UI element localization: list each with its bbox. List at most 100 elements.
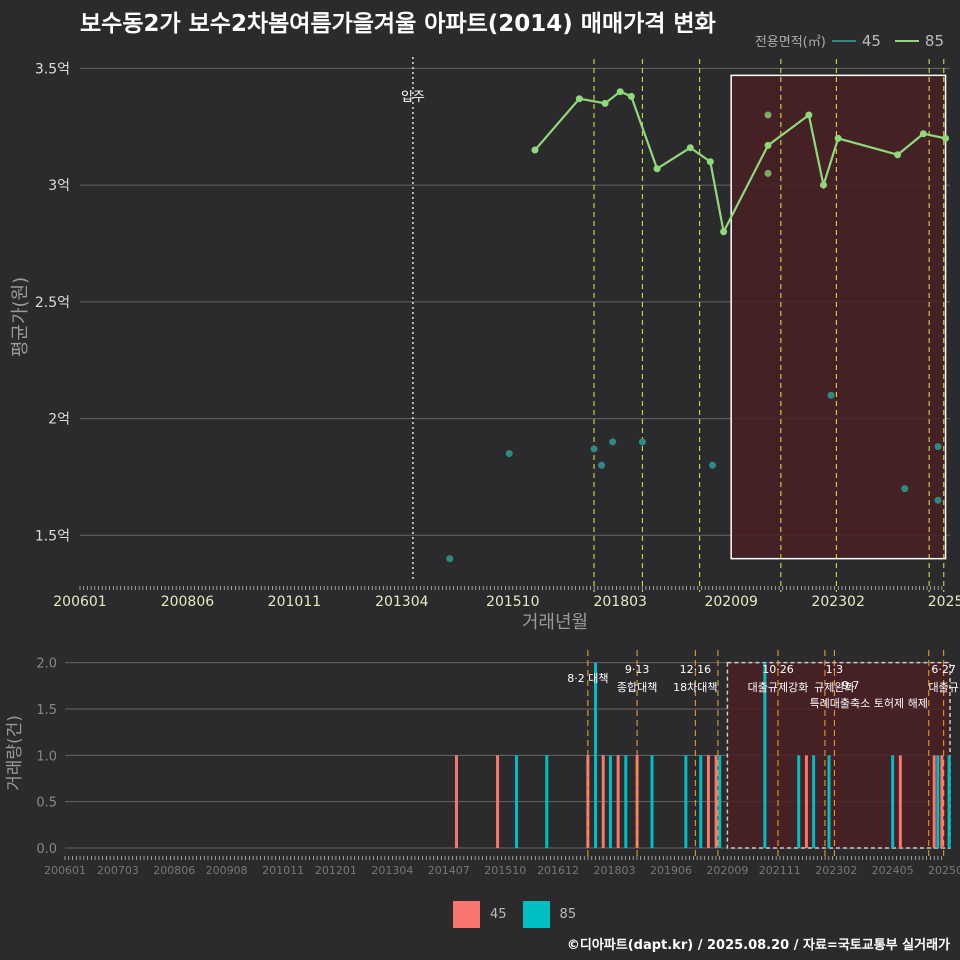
series-85-point (720, 228, 728, 236)
legend-box-45 (453, 901, 480, 928)
legend-label-85: 85 (924, 31, 944, 50)
bar-85 (594, 662, 598, 848)
series-45-point (638, 438, 646, 446)
series-85-point (894, 151, 902, 159)
bar-85 (891, 755, 895, 848)
bar-45 (714, 755, 718, 848)
series-45-point (901, 485, 909, 493)
series-85-point (919, 130, 927, 138)
credit: ©디아파트(dapt.kr) / 2025.08.20 / 자료=국토교통부 실… (566, 938, 950, 953)
bar-85 (699, 755, 703, 848)
x-tick-label: 201304 (371, 864, 413, 877)
legend-top: 전용면적(㎡) 45 85 (754, 31, 952, 51)
x-tick-label: 201011 (268, 594, 321, 610)
x-tick-label: 201906 (650, 864, 692, 877)
x-tick-label: 201011 (262, 864, 304, 877)
legend-title: 전용면적(㎡) (754, 35, 826, 50)
bar-85 (812, 755, 816, 848)
x-tick-label: 201407 (428, 864, 470, 877)
y-tick-label: 1.5억 (35, 528, 70, 544)
x-tick-label: 200703 (97, 864, 139, 877)
bar-85 (608, 755, 612, 848)
y-axis-title: 거래량(건) (5, 715, 25, 791)
x-tick-label: 201510 (484, 864, 526, 877)
legend-box-85 (522, 901, 550, 928)
series-85-point (764, 141, 772, 149)
bar-45 (706, 755, 710, 848)
policy-name-label: 대출규 (928, 681, 958, 694)
bar-45 (616, 755, 620, 848)
policy-name-label: 종합대책 (617, 681, 657, 694)
y-tick-label: 2.5억 (35, 295, 70, 311)
series-85-point (834, 134, 842, 142)
series-85-line (534, 90, 946, 236)
series-85-point (575, 95, 583, 103)
bar-85 (947, 755, 951, 848)
series-45-point (446, 555, 454, 563)
bar-45 (898, 755, 902, 848)
series-45-point (505, 450, 513, 458)
series-85-point (764, 111, 772, 119)
x-tick-label: 200806 (161, 594, 215, 610)
bar-45 (804, 755, 808, 848)
y-tick-label: 0.0 (36, 842, 57, 857)
bar-45 (932, 755, 936, 848)
policy-date-label: 12·16 (680, 663, 712, 676)
chart-title: 보수동2가 보수2차봄여름가을겨울 아파트(2014) 매매가격 변화 (80, 11, 716, 37)
series-85-point (686, 144, 694, 152)
x-tick-label: 201201 (315, 864, 357, 877)
y-tick-label: 1.5 (36, 703, 57, 718)
bar-45 (496, 755, 500, 848)
policy-name-label: 8·2 대책 (567, 672, 608, 685)
x-tick-label: 200601 (44, 864, 86, 877)
x-tick-label: 201803 (593, 594, 646, 610)
x-tick-label: 202009 (706, 864, 748, 877)
bar-85 (515, 755, 519, 848)
policy-date-label: 9·13 (625, 663, 650, 676)
policy-date-label: 10·26 (762, 663, 794, 676)
legend-bottom-label-45: 45 (490, 907, 507, 922)
legend-label-45: 45 (861, 31, 881, 50)
bar-85 (624, 755, 628, 848)
legend-line-45 (831, 39, 856, 42)
policy-date-label: 1·3 (826, 663, 844, 676)
y-tick-label: 3.5억 (35, 61, 70, 77)
y-tick-label: 3억 (48, 178, 70, 194)
policy-date-label: 6·27 (931, 663, 956, 676)
series-85-point (706, 158, 714, 166)
policy-name-label: 18차대책 (673, 681, 717, 694)
series-85-point (653, 165, 661, 173)
bar-45 (454, 755, 458, 848)
bar-85 (827, 755, 831, 848)
x-tick-label: 201612 (537, 864, 579, 877)
policy-name-label: 규제완화 (814, 681, 854, 694)
bar-85 (763, 662, 767, 848)
series-45-point (709, 461, 717, 469)
y-tick-label: 2.0 (36, 657, 57, 672)
series-85-point (627, 92, 635, 100)
bar-85 (684, 755, 688, 848)
x-axis-title: 거래년월 (522, 612, 588, 633)
series-45-point (934, 496, 942, 504)
series-85-point (764, 169, 772, 177)
y-axis-title: 평균가(원) (10, 277, 31, 357)
bar-85 (936, 755, 940, 848)
x-tick-label: 2025 (928, 594, 960, 610)
x-tick-label: 202111 (759, 864, 801, 877)
legend-bottom-label-85: 85 (559, 907, 577, 922)
bar-45 (601, 755, 605, 848)
series-45-point (598, 461, 606, 469)
x-tick-label: 200601 (53, 594, 106, 610)
bar-85 (545, 755, 549, 848)
annotation-label: 입주 (401, 90, 425, 105)
series-85-point (531, 146, 539, 154)
policy-name-label: 대출규제강화 (748, 681, 809, 694)
x-tick-label: 200908 (206, 864, 248, 877)
legend-bottom: 45 85 (453, 901, 576, 928)
x-tick-label: 200806 (153, 864, 195, 877)
series-85-point (805, 111, 813, 119)
y-tick-label: 2억 (48, 412, 70, 428)
highlight-box (730, 74, 947, 560)
x-tick-label: 202302 (815, 864, 857, 877)
